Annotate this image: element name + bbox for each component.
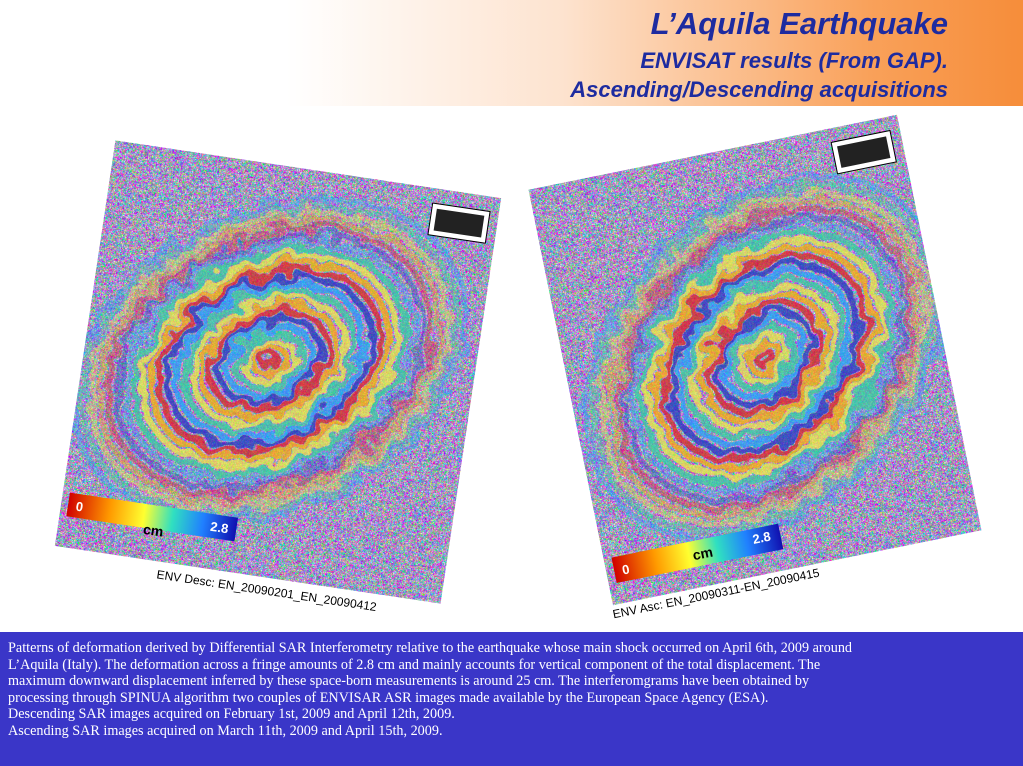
fringe (731, 324, 799, 392)
logo (837, 136, 891, 168)
fringe (653, 245, 876, 471)
description: Patterns of deformation derived by Diffe… (0, 632, 1023, 766)
title: L’Aquila Earthquake (650, 6, 948, 41)
fringe (190, 294, 349, 427)
fringes (70, 196, 469, 526)
description-line: Patterns of deformation derived by Diffe… (8, 640, 853, 656)
fringe (630, 221, 900, 495)
fringe (614, 205, 915, 511)
description-line: Ascending SAR images acquired on March 1… (8, 722, 443, 739)
fringe (173, 280, 366, 441)
scale-min: 0 (621, 561, 631, 577)
fringe-group (70, 196, 469, 526)
fringe (224, 323, 315, 399)
fringe (716, 308, 814, 408)
fringe (677, 268, 853, 448)
fringe (164, 273, 375, 448)
description-line: Descending SAR images acquired on Februa… (8, 706, 455, 723)
logo (433, 208, 485, 238)
fringe (87, 210, 452, 511)
fringe (669, 261, 861, 456)
subtitle: ENVISAT results (From GAP). (640, 48, 948, 73)
figures: 0 cm 2.8 ENV Desc: EN_20090201_EN_200904… (54, 114, 982, 621)
fringe (739, 332, 791, 384)
scale-min: 0 (75, 499, 84, 515)
fringe (747, 340, 783, 376)
scale-unit: cm (142, 521, 164, 540)
fringe (754, 347, 775, 369)
fringe-group (583, 174, 946, 542)
fringe (181, 287, 358, 434)
fringe (684, 276, 845, 440)
fringe (241, 337, 298, 385)
fringe (104, 224, 435, 497)
interferogram: 0 cm 2.8 ENV Desc: EN_20090201_EN_200904… (54, 140, 502, 614)
fringe (258, 351, 281, 370)
fringes (583, 174, 946, 542)
scale-unit: cm (691, 543, 714, 563)
fringe (139, 252, 401, 469)
interferogram: 0 cm 2.8 ENV Asc: EN_20090311-EN_2009041… (528, 114, 982, 621)
fringe (233, 330, 306, 392)
scale-max: 2.8 (209, 519, 229, 537)
fringe (583, 174, 946, 542)
description-line: processing through SPINUA algorithm two … (8, 689, 769, 706)
fringe (207, 309, 332, 413)
fringe (122, 238, 418, 483)
fringe (661, 253, 869, 463)
fringe (216, 316, 323, 406)
fringe (130, 245, 409, 476)
fringe (607, 197, 923, 519)
fringe (156, 266, 383, 455)
scale-max: 2.8 (751, 529, 772, 547)
fringe (708, 300, 822, 416)
fringe (79, 203, 460, 519)
fringe (199, 301, 341, 420)
description-line: maximum downward displacement inferred b… (8, 673, 810, 690)
fringe (147, 259, 392, 462)
description-line: L’Aquila (Italy). The deformation across… (8, 656, 821, 673)
colorbar (66, 492, 239, 542)
subtitle: Ascending/Descending acquisitions (570, 77, 948, 102)
fringe (96, 217, 443, 504)
fringe (250, 344, 289, 377)
colorbar (611, 523, 784, 584)
fringe (700, 292, 830, 424)
fringe (622, 213, 907, 503)
fringe (646, 237, 884, 479)
fringe (723, 316, 806, 400)
fringe (591, 181, 939, 535)
header: L’Aquila Earthquake ENVISAT results (Fro… (0, 0, 1023, 106)
fringe (113, 231, 426, 490)
fringe (692, 284, 837, 432)
